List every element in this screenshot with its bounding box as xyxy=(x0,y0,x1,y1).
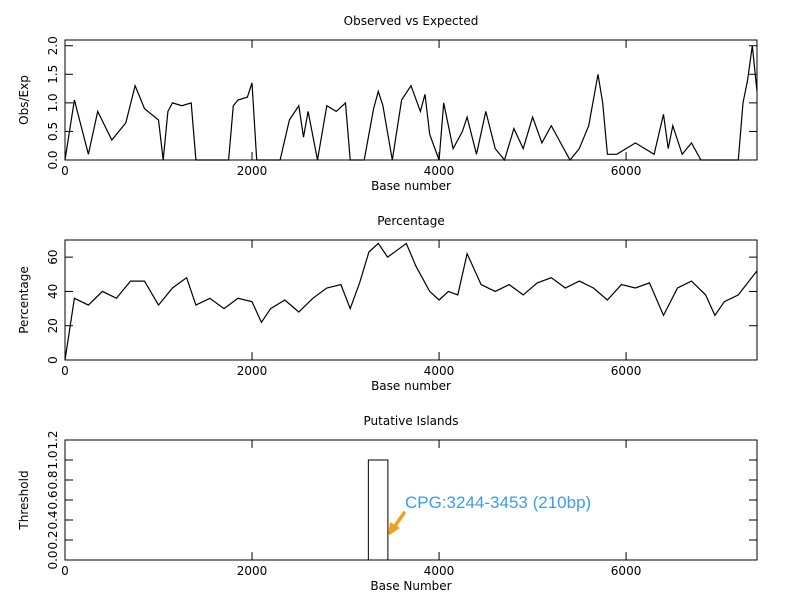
percentage-xlabel: Base number xyxy=(371,379,451,393)
x-tick-label: 6000 xyxy=(611,164,642,178)
obs-exp-xlabel: Base number xyxy=(371,179,451,193)
y-tick-label: 60 xyxy=(46,250,60,265)
x-tick-label: 2000 xyxy=(237,364,268,378)
x-tick-label: 4000 xyxy=(424,364,455,378)
x-tick-label: 6000 xyxy=(611,564,642,578)
y-tick-label: 0.0 xyxy=(46,150,60,169)
obs-exp-ylabel: Obs/Exp xyxy=(17,75,31,125)
y-tick-label: 0.5 xyxy=(46,122,60,141)
percentage-series-line xyxy=(64,242,758,361)
island-bars xyxy=(367,459,389,561)
percentage-ylabel: Percentage xyxy=(17,266,31,334)
y-tick-label: 0.6 xyxy=(46,490,60,509)
x-tick-label: 0 xyxy=(61,564,69,578)
y-tick-label: 0.2 xyxy=(46,530,60,549)
obs-exp-title: Observed vs Expected xyxy=(344,14,479,28)
annotation-arrow xyxy=(388,511,406,536)
islands-title: Putative Islands xyxy=(364,414,459,428)
y-tick-label: 0.4 xyxy=(46,510,60,529)
islands-panel: Putative Islands Base Number Threshold 0… xyxy=(17,414,758,593)
x-tick-label: 2000 xyxy=(237,164,268,178)
y-tick-label: 1.0 xyxy=(46,450,60,469)
x-tick-label: 0 xyxy=(61,164,69,178)
y-tick-label: 0 xyxy=(46,356,60,364)
y-tick-label: 1.5 xyxy=(46,65,60,84)
island-annotation: CPG:3244-3453 (210bp) xyxy=(405,493,591,512)
x-tick-label: 4000 xyxy=(424,164,455,178)
island-bar xyxy=(367,459,389,561)
x-tick-label: 0 xyxy=(61,364,69,378)
islands-ticks: 0 2000 4000 6000 0.00.20.40.60.81.01.2 xyxy=(46,430,757,578)
y-tick-label: 0.8 xyxy=(46,470,60,489)
y-tick-label: 2.0 xyxy=(46,36,60,55)
x-tick-label: 6000 xyxy=(611,364,642,378)
percentage-plot-frame xyxy=(64,239,758,361)
islands-ylabel: Threshold xyxy=(17,470,31,530)
obs-exp-series-line xyxy=(64,45,758,162)
annotation-arrow-head xyxy=(388,522,400,536)
y-tick-label: 1.0 xyxy=(46,93,60,112)
y-tick-label: 20 xyxy=(46,318,60,333)
percentage-title: Percentage xyxy=(377,214,445,228)
obs-exp-panel: Observed vs Expected Base number Obs/Exp… xyxy=(17,14,758,193)
islands-xlabel: Base Number xyxy=(370,579,451,593)
y-tick-label: 1.2 xyxy=(46,430,60,449)
obs-exp-plot-frame xyxy=(64,39,758,161)
x-tick-label: 2000 xyxy=(237,564,268,578)
obs-exp-ticks: 0 2000 4000 6000 0.0 0.5 1.0 1.5 2.0 xyxy=(46,36,757,178)
percentage-ticks: 0 2000 4000 6000 0 20 40 60 xyxy=(46,240,757,378)
x-tick-label: 4000 xyxy=(424,564,455,578)
y-tick-label: 0.0 xyxy=(46,550,60,569)
annotation-arrow-shaft xyxy=(393,511,406,528)
y-tick-label: 40 xyxy=(46,284,60,299)
percentage-panel: Percentage Base number Percentage 0 2000 4… xyxy=(17,214,758,393)
